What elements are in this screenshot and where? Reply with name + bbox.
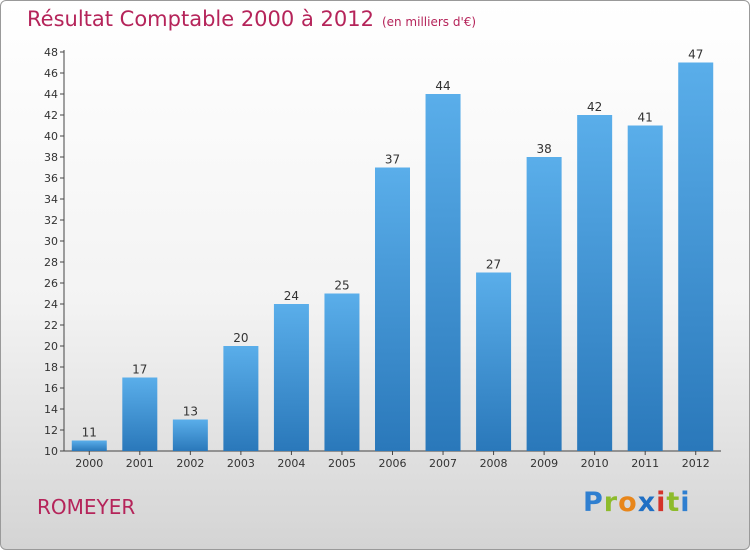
bar <box>71 440 107 451</box>
data-label: 27 <box>486 258 501 272</box>
bar <box>223 346 259 451</box>
bar <box>324 293 360 451</box>
logo-letter: i <box>656 487 667 518</box>
chart-title: Résultat Comptable 2000 à 2012 <box>27 7 374 31</box>
bar <box>375 167 410 451</box>
y-tick-label: 18 <box>44 361 58 374</box>
x-tick-label: 2005 <box>328 457 356 470</box>
bar <box>678 62 714 451</box>
bar <box>627 125 663 451</box>
data-label: 17 <box>132 363 147 377</box>
data-label: 24 <box>284 289 299 303</box>
y-tick-label: 28 <box>44 256 58 269</box>
data-label: 38 <box>536 142 551 156</box>
x-tick-label: 2008 <box>480 457 508 470</box>
x-tick-label: 2001 <box>126 457 154 470</box>
bar <box>172 419 208 451</box>
data-label: 13 <box>183 405 198 419</box>
y-tick-label: 38 <box>44 151 58 164</box>
y-tick-label: 30 <box>44 235 58 248</box>
data-label: 47 <box>688 48 703 62</box>
x-tick-label: 2003 <box>227 457 255 470</box>
data-label: 25 <box>334 279 349 293</box>
bar <box>122 377 158 451</box>
x-tick-label: 2011 <box>631 457 659 470</box>
data-label: 11 <box>82 426 97 440</box>
data-label: 41 <box>638 111 653 125</box>
y-tick-label: 36 <box>44 172 58 185</box>
x-tick-label: 2006 <box>379 457 407 470</box>
y-tick-label: 44 <box>44 88 58 101</box>
y-tick-label: 40 <box>44 130 58 143</box>
y-tick-label: 32 <box>44 214 58 227</box>
bar <box>476 272 512 451</box>
commune-name: ROMEYER <box>37 495 136 519</box>
x-tick-label: 2010 <box>581 457 609 470</box>
x-tick-label: 2000 <box>75 457 103 470</box>
data-label: 44 <box>435 79 450 93</box>
y-tick-label: 48 <box>44 46 58 59</box>
y-tick-label: 24 <box>44 298 58 311</box>
y-tick-label: 34 <box>44 193 58 206</box>
logo-letter: t <box>666 487 681 518</box>
proxiti-logo: Proxiti <box>583 487 691 518</box>
logo-letter: i <box>680 487 691 518</box>
y-tick-label: 14 <box>44 403 58 416</box>
y-tick-label: 12 <box>44 424 58 437</box>
data-label: 20 <box>233 331 248 345</box>
y-tick-label: 22 <box>44 319 58 332</box>
x-tick-label: 2004 <box>277 457 305 470</box>
y-tick-label: 42 <box>44 109 58 122</box>
y-tick-label: 26 <box>44 277 58 290</box>
bar <box>273 304 309 451</box>
x-tick-label: 2007 <box>429 457 457 470</box>
y-tick-label: 10 <box>44 445 58 458</box>
bar <box>526 157 562 451</box>
y-tick-label: 20 <box>44 340 58 353</box>
x-tick-label: 2012 <box>682 457 710 470</box>
bar <box>425 94 461 451</box>
x-tick-label: 2002 <box>176 457 204 470</box>
data-label: 42 <box>587 100 602 114</box>
logo-letter: r <box>603 487 619 518</box>
data-label: 37 <box>385 153 400 167</box>
chart-unit-note: (en milliers d'€) <box>381 15 477 29</box>
logo-letter: x <box>637 487 657 518</box>
y-tick-label: 16 <box>44 382 58 395</box>
logo-letter: o <box>618 487 638 518</box>
y-tick-label: 46 <box>44 67 58 80</box>
logo-letter: P <box>583 487 604 518</box>
x-tick-label: 2009 <box>530 457 558 470</box>
chart-title-block: Résultat Comptable 2000 à 2012 (en millie… <box>27 7 476 31</box>
bar <box>577 115 613 451</box>
